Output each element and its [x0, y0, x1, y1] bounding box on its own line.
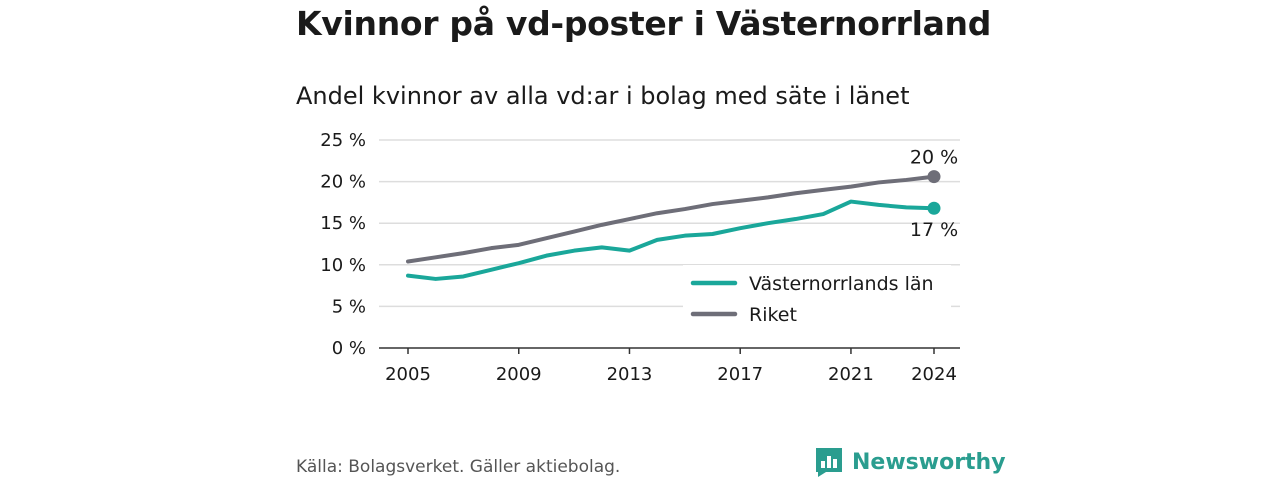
legend-background [683, 265, 951, 335]
y-tick-label: 5 % [332, 296, 366, 317]
legend: Västernorrlands län Riket [683, 265, 951, 335]
series-layer: 17 % 20 % [406, 147, 958, 281]
y-tick-label: 15 % [320, 213, 366, 234]
x-tick-label: 2021 [828, 364, 874, 385]
x-tick-label: 2009 [496, 364, 542, 385]
brand-name: Newsworthy [852, 449, 1006, 475]
y-tick-label: 0 % [332, 338, 366, 359]
chart-subtitle: Andel kvinnor av alla vd:ar i bolag med … [296, 82, 910, 110]
series-end-label: 17 % [910, 219, 958, 241]
series-end-label: 20 % [910, 147, 958, 169]
series-line [406, 199, 936, 281]
axis-layer: 0 % 5 % 10 % 15 % 20 % 25 % 2005 2009 2013 2017 20… [320, 130, 960, 385]
brand-logo: Newsworthy [814, 446, 1006, 478]
legend-label: Västernorrlands län [749, 273, 934, 295]
x-tick-label: 2005 [385, 364, 431, 385]
legend-label: Riket [749, 304, 797, 326]
series-line [406, 174, 936, 264]
y-tick-label: 20 % [320, 172, 366, 193]
series-end-marker [927, 201, 941, 215]
y-tick-label: 25 % [320, 130, 366, 151]
x-tick-label: 2017 [717, 364, 763, 385]
series-end-marker [927, 170, 941, 184]
x-tick-label: 2013 [607, 364, 653, 385]
source-note: Källa: Bolagsverket. Gäller aktiebolag. [296, 457, 621, 477]
x-tick-label: 2024 [911, 364, 957, 385]
y-tick-label: 10 % [320, 255, 366, 276]
newsworthy-logo-icon [816, 448, 842, 477]
chart-title: Kvinnor på vd-poster i Västernorrland [296, 4, 992, 43]
grid-layer [379, 139, 960, 308]
